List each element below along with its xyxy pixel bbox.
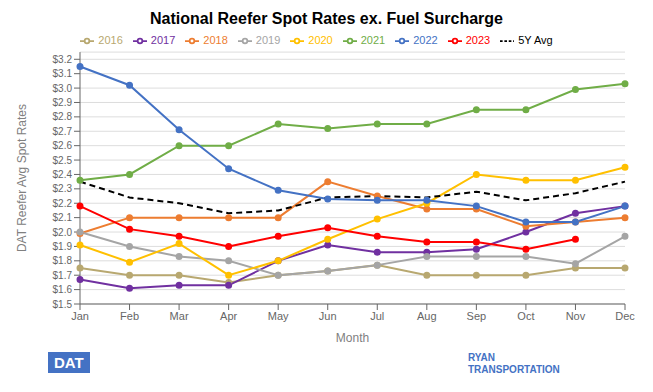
svg-text:Nov: Nov bbox=[566, 310, 586, 322]
html-text:2016: 2016 bbox=[98, 34, 123, 46]
html-text:2018: 2018 bbox=[203, 34, 228, 46]
svg-text:$1.8: $1.8 bbox=[53, 255, 73, 266]
html-text:DAT: DAT bbox=[54, 354, 84, 371]
html-text:National Reefer Spot Rates ex.: National Reefer Spot Rates ex. Fuel Surc… bbox=[150, 10, 503, 27]
html-text:2020: 2020 bbox=[308, 34, 333, 46]
html-text:5Y Avg: 5Y Avg bbox=[518, 34, 553, 46]
svg-text:$3.1: $3.1 bbox=[53, 68, 73, 79]
svg-text:Jan: Jan bbox=[71, 310, 89, 322]
html-text:2021: 2021 bbox=[360, 34, 386, 46]
svg-text:$3.2: $3.2 bbox=[53, 54, 73, 65]
html-text:2019: 2019 bbox=[255, 34, 281, 46]
html-text:2017: 2017 bbox=[150, 34, 176, 46]
svg-text:$2.2: $2.2 bbox=[53, 198, 73, 209]
svg-text:$2.9: $2.9 bbox=[53, 97, 73, 108]
svg-text:Apr: Apr bbox=[220, 310, 237, 322]
svg-text:Dec: Dec bbox=[615, 310, 635, 322]
svg-text:$2.5: $2.5 bbox=[53, 155, 73, 166]
svg-text:$1.7: $1.7 bbox=[53, 270, 73, 281]
svg-text:Jul: Jul bbox=[370, 310, 384, 322]
svg-text:$2.3: $2.3 bbox=[53, 183, 73, 194]
svg-text:$2.8: $2.8 bbox=[53, 111, 73, 122]
html-text:2023: 2023 bbox=[465, 34, 491, 46]
svg-text:May: May bbox=[268, 310, 289, 322]
html-text:TRANSPORTATION: TRANSPORTATION bbox=[468, 364, 560, 375]
svg-text:DAT Reefer Avg Spot Rates: DAT Reefer Avg Spot Rates bbox=[15, 104, 29, 252]
svg-text:Feb: Feb bbox=[120, 310, 139, 322]
svg-text:Jun: Jun bbox=[319, 310, 337, 322]
svg-text:Mar: Mar bbox=[170, 310, 189, 322]
svg-text:$2.4: $2.4 bbox=[53, 169, 73, 180]
svg-text:$3.0: $3.0 bbox=[53, 83, 73, 94]
svg-text:$1.5: $1.5 bbox=[53, 299, 73, 310]
svg-text:$2.1: $2.1 bbox=[53, 212, 73, 223]
svg-text:Month: Month bbox=[336, 331, 369, 345]
html-text:2022: 2022 bbox=[413, 34, 438, 46]
svg-text:Aug: Aug bbox=[417, 310, 437, 322]
svg-text:Oct: Oct bbox=[517, 310, 534, 322]
html-text:RYAN: RYAN bbox=[468, 352, 495, 363]
svg-text:$2.0: $2.0 bbox=[53, 227, 73, 238]
svg-text:$2.6: $2.6 bbox=[53, 140, 73, 151]
svg-text:$1.6: $1.6 bbox=[53, 284, 73, 295]
svg-text:$2.7: $2.7 bbox=[53, 126, 73, 137]
svg-text:Sep: Sep bbox=[467, 310, 487, 322]
svg-text:$1.9: $1.9 bbox=[53, 241, 73, 252]
